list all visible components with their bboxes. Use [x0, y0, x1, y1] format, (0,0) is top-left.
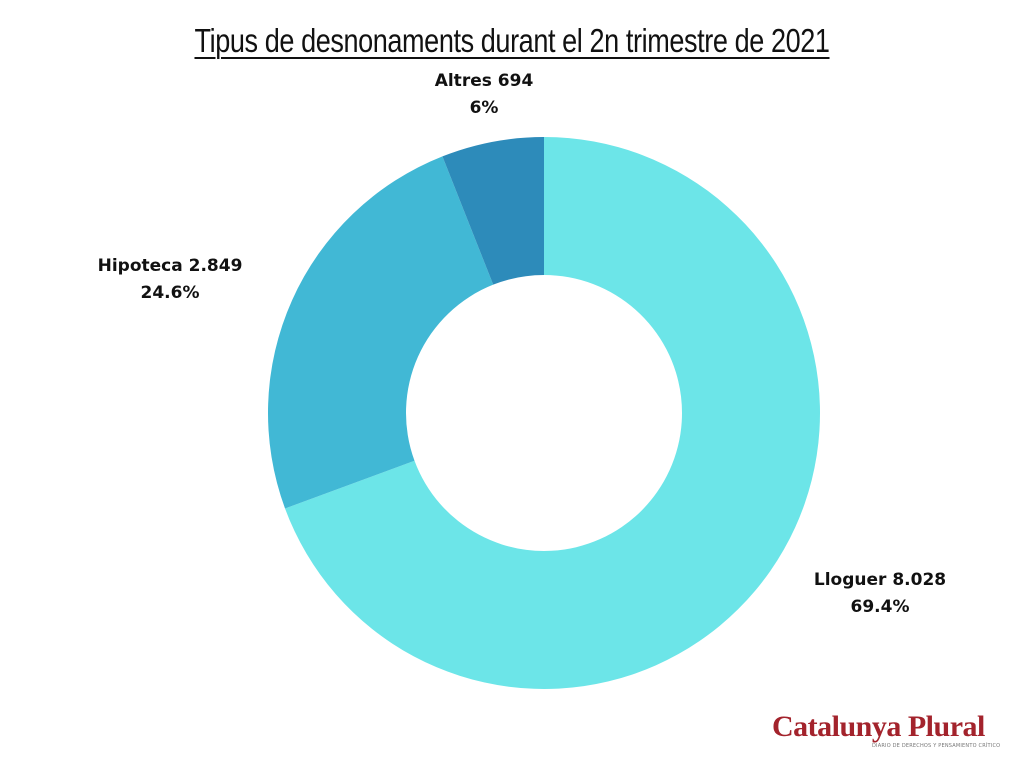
- slice-percent: 6%: [469, 98, 499, 118]
- slice-lloguer: [285, 137, 820, 690]
- slice-label-lloguer: Lloguer 8.028 69.4%: [790, 567, 970, 621]
- chart-title-text: Tipus de desnonaments durant el 2n trime…: [194, 22, 830, 59]
- logo-tagline: DIARIO DE DERECHOS Y PENSAMIENTO CRÍTICO: [872, 743, 1001, 749]
- slice-value: 2.849: [188, 256, 243, 276]
- slice-value: 8.028: [892, 570, 947, 590]
- slice-name: Hipoteca: [97, 256, 183, 276]
- slice-name: Altres: [434, 71, 492, 91]
- slice-hipoteca: [268, 156, 494, 509]
- chart-title: Tipus de desnonaments durant el 2n trime…: [92, 22, 932, 60]
- slice-altres: [442, 137, 544, 285]
- slice-percent: 24.6%: [140, 283, 200, 303]
- slice-label-altres: Altres 694 6%: [394, 68, 574, 122]
- slice-percent: 69.4%: [850, 597, 910, 617]
- slice-name: Lloguer: [813, 570, 887, 590]
- catalunya-plural-logo: Catalunya Plural DIARIO DE DERECHOS Y PE…: [772, 710, 1000, 750]
- slice-label-hipoteca: Hipoteca 2.849 24.6%: [70, 253, 270, 307]
- logo-name: Catalunya Plural: [772, 710, 985, 743]
- slice-value: 694: [497, 71, 534, 91]
